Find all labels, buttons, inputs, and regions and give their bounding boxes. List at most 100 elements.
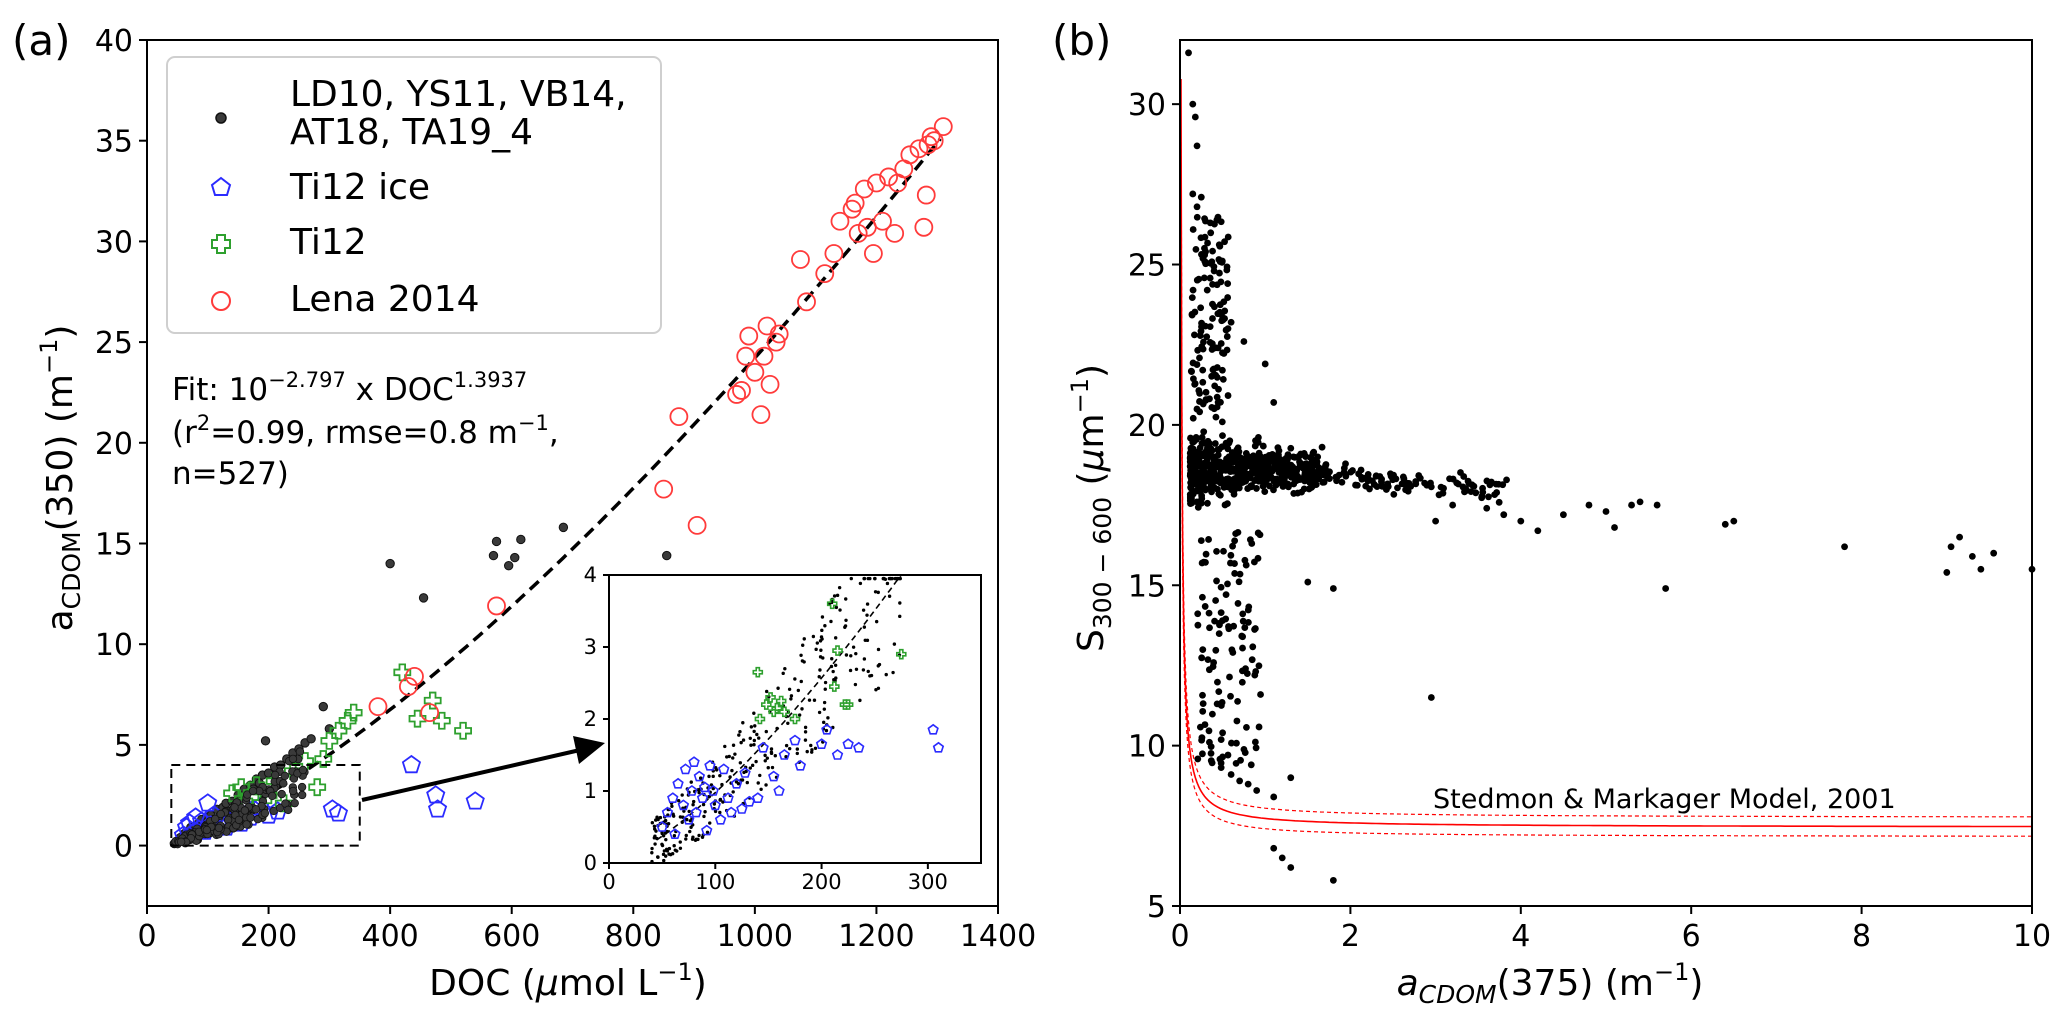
point-lena [854,179,874,199]
point-b [1278,854,1286,862]
point-b [1242,665,1249,673]
inset-point-black [832,594,837,598]
panel-b-ylabel: S300 − 600 (μm−1) [1066,364,1117,652]
point-b [1224,580,1231,588]
inset-point-black [727,754,731,759]
inset-point-ti12-ice [661,806,674,818]
inset-point-black [862,657,867,661]
point-b [1224,751,1232,759]
legend-entry-2: Ti12 ice [289,167,430,208]
point-b [1653,501,1661,509]
point-b [1212,413,1220,421]
inset-point-ti12 [754,713,766,725]
inset-point-black [843,624,848,628]
x-tick-label: 1200 [838,919,914,954]
point-lena [760,374,780,394]
inset-point-black [671,812,675,816]
inset-point-black [698,776,703,780]
inset-point-black [664,837,668,842]
model-lower-bound [1180,142,2032,837]
y-tick-label: 30 [95,225,133,260]
point-b [1214,344,1222,352]
point-b [1483,504,1491,512]
inset-point-black [667,852,671,856]
legend: LD10, YS11, VB14, AT18, TA19_4 Ti12 ice … [166,56,662,334]
point-lena [879,167,898,187]
point-b [1251,626,1258,633]
inset-point-black [764,783,768,787]
inset-point-ti12-ice [656,821,668,832]
inset-point-black [691,835,695,839]
point-b [1193,276,1201,284]
y-tick-label: 3 [584,635,597,659]
inset-point-ti12-ice [739,767,751,778]
inset-point-black [739,740,743,745]
point-b [1204,449,1212,457]
point-b [1495,480,1503,488]
point-b [1214,485,1221,493]
point-b [1219,349,1226,357]
point-b [1226,673,1233,681]
y-tick-label: 20 [1128,409,1166,444]
inset-point-black [678,840,682,844]
inset-point-black [783,667,787,671]
point-b [1237,756,1244,764]
point-b [1198,467,1206,475]
inset-point-black [662,849,667,853]
point-b [1189,445,1197,453]
point-b [1216,269,1223,277]
point-b [1449,501,1457,509]
point-b [1199,750,1206,758]
panel-b: (b) 0 2 4 6 8 10 5 10 15 20 25 30 Stedmon & Markage… [1052,16,2051,1009]
point-b [1198,736,1206,744]
inset-point-ti12-ice [815,738,828,750]
point-ti12 [454,721,472,740]
point-b [1201,215,1208,223]
point-b [1333,474,1341,482]
inset-point-black [866,576,870,581]
point-b [1229,458,1237,466]
point-b [1224,233,1232,241]
inset-point-black [813,746,818,750]
inset-point-black [763,753,767,758]
point-b [1251,461,1258,469]
inset-point-ti12 [826,598,838,610]
point-b [1191,331,1198,339]
point-b [1244,780,1252,788]
point-black [216,809,225,819]
point-lena [687,515,707,535]
inset-point-black [770,765,775,770]
point-b [1216,491,1224,499]
point-b [1187,484,1195,492]
inset-point-black [769,750,774,754]
inset-point-ti12-ice [690,806,702,818]
point-b [1279,478,1287,486]
inset-point-black [703,810,707,814]
point-b [1362,474,1370,482]
point-lena [848,223,868,243]
point-lena [916,185,936,205]
inset-point-black [740,778,745,782]
point-b [1206,338,1214,346]
inset-point-black [787,687,792,692]
inset-point-ti12-ice [821,723,833,735]
inset-point-ti12 [842,699,854,710]
model-curves [1180,78,2032,837]
legend-marker-pentagon [210,176,232,196]
point-lena [654,479,674,499]
point-lena [754,346,774,366]
point-b [1204,499,1211,507]
point-b [1254,434,1262,441]
point-b [1229,649,1237,656]
point-b [1234,528,1242,536]
point-b [1239,456,1246,463]
x-tick-label: 1400 [960,919,1036,954]
inset-point-black [834,605,839,610]
point-b [1464,477,1472,485]
point-b [1208,474,1216,482]
inset-point-ti12-ice [686,785,698,796]
y-tick-label: 15 [95,527,133,562]
panel-b-ticks: 0 2 4 6 8 10 5 10 15 20 25 30 [1128,88,2051,954]
point-b [1217,759,1225,767]
point-b [1427,483,1435,491]
